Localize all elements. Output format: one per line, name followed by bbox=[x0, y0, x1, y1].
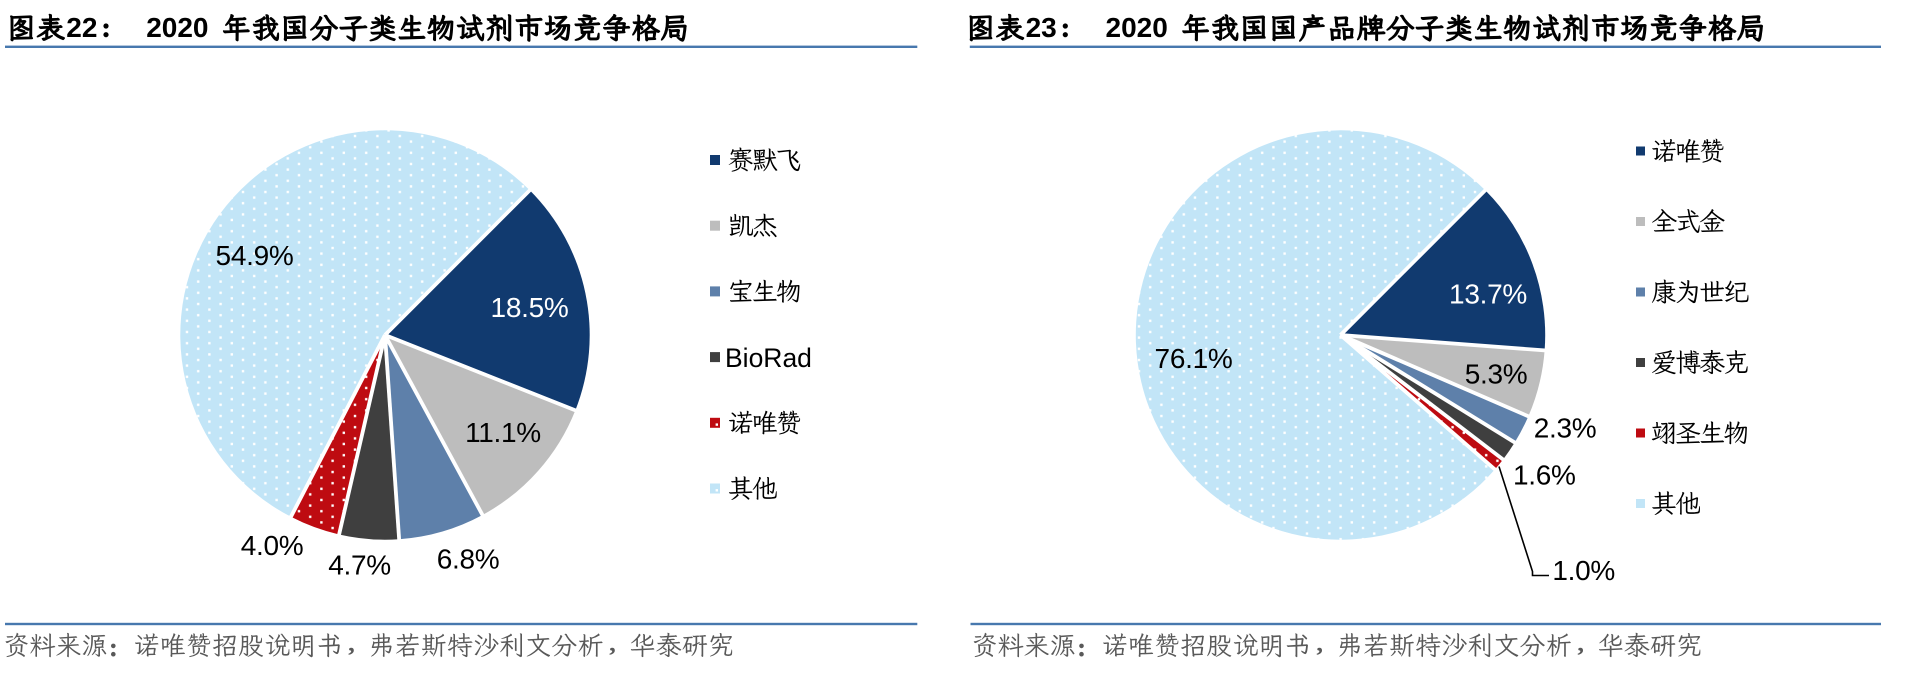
svg-text:4.7%: 4.7% bbox=[328, 550, 391, 581]
svg-text:23: 23 bbox=[1026, 12, 1057, 43]
svg-text:13.7%: 13.7% bbox=[1449, 279, 1527, 310]
svg-text:76.1%: 76.1% bbox=[1155, 343, 1233, 374]
svg-text:1.0%: 1.0% bbox=[1552, 555, 1615, 586]
svg-text:54.9%: 54.9% bbox=[216, 240, 294, 271]
svg-text:22: 22 bbox=[66, 12, 97, 43]
svg-text:4.0%: 4.0% bbox=[241, 530, 304, 561]
svg-text:11.1%: 11.1% bbox=[465, 417, 541, 448]
svg-text:2020: 2020 bbox=[146, 12, 208, 43]
svg-text:6.8%: 6.8% bbox=[437, 544, 500, 575]
svg-text:2.3%: 2.3% bbox=[1534, 413, 1597, 444]
svg-text:BioRad: BioRad bbox=[725, 343, 812, 373]
svg-text:5.3%: 5.3% bbox=[1465, 359, 1528, 390]
svg-text:1.6%: 1.6% bbox=[1513, 460, 1576, 491]
svg-text:2020: 2020 bbox=[1106, 12, 1168, 43]
svg-text:18.5%: 18.5% bbox=[491, 292, 569, 323]
